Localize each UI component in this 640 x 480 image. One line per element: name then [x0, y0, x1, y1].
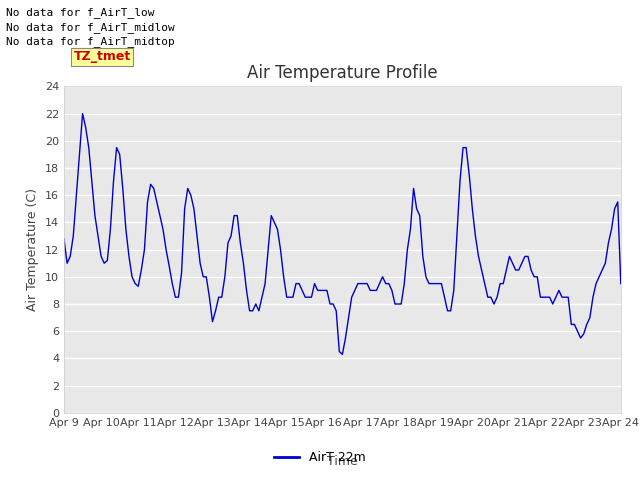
Legend: AirT 22m: AirT 22m [269, 446, 371, 469]
X-axis label: Time: Time [327, 456, 358, 468]
Text: No data for f_AirT_midtop: No data for f_AirT_midtop [6, 36, 175, 47]
Text: No data for f_AirT_low: No data for f_AirT_low [6, 7, 155, 18]
Text: TZ_tmet: TZ_tmet [74, 50, 131, 63]
Y-axis label: Air Temperature (C): Air Temperature (C) [26, 188, 39, 311]
Title: Air Temperature Profile: Air Temperature Profile [247, 64, 438, 82]
Text: No data for f_AirT_midlow: No data for f_AirT_midlow [6, 22, 175, 33]
